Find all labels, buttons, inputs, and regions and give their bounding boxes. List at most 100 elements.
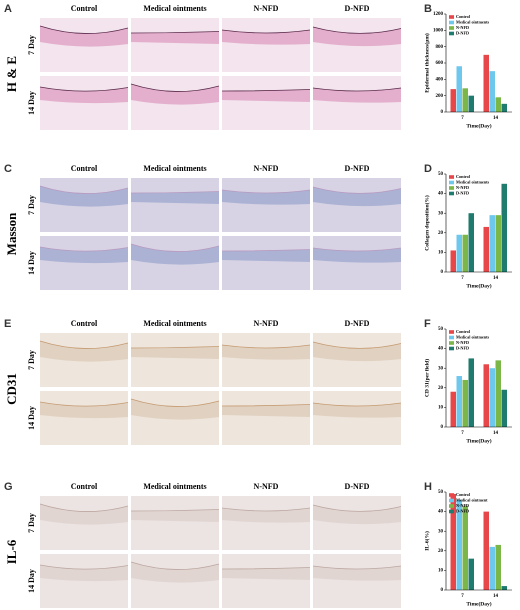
tissue-band (222, 30, 310, 45)
y-tick-label: 200 (436, 94, 444, 99)
legend-label: Medical ointments (456, 19, 490, 24)
y-tick-label: 30 (438, 366, 444, 371)
tissue-band (40, 565, 128, 582)
legend-swatch (449, 341, 454, 345)
micrograph (313, 76, 401, 130)
tissue-band (40, 186, 128, 207)
panel-letter: E (4, 318, 11, 330)
legend-label: Medical ointments (456, 179, 490, 184)
column-header: N-NFD (254, 319, 279, 328)
chart-letter: H (424, 481, 432, 493)
micrograph (131, 333, 219, 387)
legend-label: N-NFD (456, 340, 469, 345)
y-tick-label: 50 (438, 172, 444, 177)
tissue-edge (39, 503, 129, 512)
y-tick-label: 600 (436, 61, 444, 66)
legend-swatch (449, 31, 454, 36)
chart-letter: B (424, 3, 432, 15)
panel-letter: C (4, 163, 12, 175)
x-tick-label: 7 (461, 116, 464, 121)
bar (456, 499, 462, 590)
tissue-band (222, 89, 310, 102)
tissue-edge (39, 564, 129, 570)
tissue-edge (312, 565, 402, 570)
bar (456, 376, 462, 427)
tissue-edge (221, 89, 311, 92)
tissue-band (313, 248, 401, 263)
stain-label: H & E (4, 56, 19, 92)
tissue-edge (312, 186, 402, 194)
y-tick-label: 0 (441, 110, 444, 115)
legend-label: D-NFD (456, 190, 469, 195)
tissue-edge (130, 561, 220, 570)
legend-swatch (449, 20, 454, 25)
y-axis-label: Epidermal thickness(μm) (423, 33, 430, 93)
tissue-edge (39, 86, 129, 92)
column-header: N-NFD (254, 4, 279, 13)
tissue-edge (221, 29, 311, 34)
column-header: Medical ointments (143, 4, 206, 13)
bar (462, 88, 468, 112)
bar (501, 183, 507, 272)
y-tick-label: 10 (438, 406, 444, 411)
micrograph (222, 496, 310, 550)
tissue-band (131, 562, 219, 583)
x-tick-label: 7 (461, 594, 464, 599)
tissue-band (313, 566, 401, 581)
x-axis-label: Time(Day) (466, 282, 491, 289)
bar (462, 379, 468, 427)
y-tick-label: 20 (438, 386, 444, 391)
tissue-band (131, 84, 219, 105)
legend-swatch (449, 186, 454, 190)
tissue-band (40, 504, 128, 525)
y-tick-label: 0 (441, 270, 444, 275)
legend-swatch (449, 180, 454, 185)
column-header: Control (71, 482, 98, 491)
tissue-band (313, 403, 401, 418)
bar (489, 368, 495, 427)
column-header: Medical ointments (143, 319, 206, 328)
x-axis-label: Time(Day) (466, 122, 491, 129)
bar (468, 95, 474, 112)
column-header: Medical ointments (143, 164, 206, 173)
tissue-edge (221, 249, 311, 252)
bar (483, 364, 489, 427)
day-label: 14 Day (27, 91, 36, 115)
column-header: D-NFD (345, 164, 370, 173)
bar (456, 66, 462, 112)
bar (495, 360, 501, 427)
legend-label: D-NFD (456, 508, 469, 513)
bar (501, 586, 507, 590)
bar (495, 544, 501, 590)
day-label: 7 Day (27, 350, 36, 370)
tissue-band (222, 404, 310, 417)
column-header: Control (71, 319, 98, 328)
tissue-edge (130, 398, 220, 407)
legend-swatch (449, 175, 454, 179)
column-header: Control (71, 164, 98, 173)
panel-letter: A (4, 3, 12, 15)
bar (456, 234, 462, 272)
tissue-band (131, 31, 219, 44)
column-header: Medical ointments (143, 482, 206, 491)
x-tick-label: 14 (493, 276, 499, 281)
y-tick-label: 1000 (433, 28, 444, 33)
legend-label: N-NFD (456, 185, 469, 190)
x-tick-label: 7 (461, 276, 464, 281)
tissue-band (40, 87, 128, 104)
legend-label: Control (456, 14, 471, 19)
tissue-band (131, 244, 219, 265)
micrograph (313, 554, 401, 608)
tissue-band (131, 346, 219, 359)
tissue-edge (312, 247, 402, 252)
tissue-edge (221, 507, 311, 512)
tissue-edge (312, 504, 402, 512)
bar (483, 54, 489, 112)
stain-label: IL-6 (4, 539, 19, 564)
legend-swatch (449, 330, 454, 334)
micrograph (222, 236, 310, 290)
x-tick-label: 14 (493, 431, 499, 436)
tissue-edge (221, 189, 311, 194)
y-tick-label: 0 (441, 425, 444, 430)
